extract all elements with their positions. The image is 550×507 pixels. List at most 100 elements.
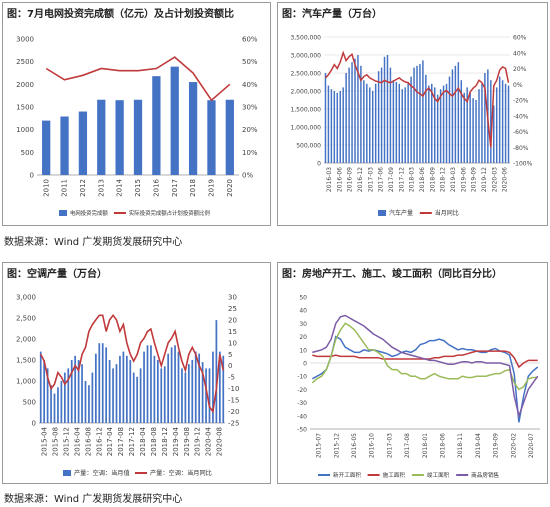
bar: [387, 55, 388, 163]
legend-label: 汽车产量: [389, 209, 413, 217]
x-tick-label: 2018-06: [439, 433, 446, 458]
bar: [372, 91, 373, 163]
bar: [354, 59, 355, 163]
bar: [334, 91, 335, 163]
y2-tick-label: 0%: [242, 172, 253, 180]
bar: [95, 354, 97, 423]
auto-production-chart: 0 500,000 1,000,000 1,500,000 2,000,000 2,500…: [278, 3, 549, 227]
bar: [216, 320, 218, 423]
y-tick-label: 0: [32, 420, 36, 428]
bar: [150, 345, 152, 423]
x-tick-label: 2016-12: [357, 167, 364, 192]
x-tick-label: 2017: [171, 179, 179, 197]
y2-tick-label: 60%: [513, 35, 527, 42]
bar: [404, 87, 405, 163]
y2-tick-label: -40%: [513, 113, 529, 120]
legend-label: 电网投资完成额: [70, 209, 108, 217]
y-tick-label: 3,500,000: [290, 35, 321, 42]
bar: [102, 343, 104, 423]
bar: [428, 86, 429, 163]
y-tick-label: 500: [23, 399, 36, 407]
x-tick-label: 2015-12: [62, 427, 70, 456]
bar: [369, 87, 370, 163]
bar: [154, 356, 156, 423]
y-tick-label: 2,500: [16, 315, 36, 323]
bar: [345, 73, 346, 163]
x-tick-label: 2013: [97, 179, 105, 197]
bar: [464, 93, 465, 163]
legend-label: 施工面积: [383, 471, 406, 479]
bar: [446, 84, 447, 163]
bar: [493, 105, 494, 163]
x-tick-label: 2018-04: [139, 426, 147, 456]
auto-production-panel: 图：汽车产量（万台） 0 500,000 1,000,000 1,500,000 2,0…: [277, 2, 548, 226]
bar: [109, 360, 111, 423]
bar: [207, 100, 215, 175]
legend-label: 商品房销售: [471, 471, 499, 479]
bar: [351, 62, 352, 163]
bar: [440, 89, 441, 163]
y-tick-label: 500: [21, 149, 34, 157]
bar: [143, 352, 145, 423]
bar: [366, 84, 367, 163]
bar: [413, 68, 414, 163]
y-tick-label: 3,000,000: [290, 53, 321, 60]
legend-label: 新开工面积: [333, 471, 361, 479]
bar: [133, 373, 135, 423]
bar: [105, 347, 107, 423]
bar: [481, 84, 482, 163]
x-tick-label: 2019-08: [183, 427, 191, 456]
x-tick-label: 2019-09: [471, 167, 478, 192]
bar: [431, 84, 432, 163]
bar: [134, 100, 142, 175]
bar: [437, 95, 438, 163]
y-tick-label: 3000: [16, 36, 34, 44]
bar: [331, 89, 332, 163]
bar: [160, 368, 162, 423]
bar: [98, 343, 100, 423]
y2-tick-label: -100%: [513, 161, 533, 168]
bar: [140, 368, 142, 423]
y2-tick-label: 50%: [242, 58, 258, 66]
bar: [425, 75, 426, 163]
x-tick-label: 2012: [79, 179, 87, 197]
bar: [81, 364, 83, 423]
bar: [455, 66, 456, 163]
legend-swatch: [378, 210, 386, 216]
bar: [378, 71, 379, 163]
x-tick-label: 2016-05: [351, 433, 358, 458]
bar: [342, 87, 343, 163]
bar: [167, 354, 169, 423]
y-tick-label: 40: [299, 308, 307, 315]
y-tick-label: 2,000,000: [290, 89, 321, 96]
bar: [43, 360, 45, 423]
bar: [50, 385, 52, 423]
bar: [449, 77, 450, 163]
x-tick-label: 2011: [61, 179, 69, 197]
y-tick-label: 1,000,000: [290, 125, 321, 132]
y-tick-label: -50: [297, 427, 307, 434]
legend-label: 竣工面积: [427, 471, 450, 479]
grid-investment-panel: 图：7月电网投资完成额（亿元）及占计划投资额比 0 500 1000 1500 2000…: [2, 2, 271, 226]
bar: [384, 57, 385, 163]
bar: [399, 84, 400, 163]
bar: [505, 84, 506, 163]
bar: [152, 76, 160, 175]
y-tick-label: 2,000: [16, 336, 36, 344]
bar: [375, 84, 376, 163]
x-tick-label: 2016-03: [326, 167, 333, 192]
y2-tick-label: 5: [228, 351, 232, 359]
x-tick-label: 2016-06: [336, 167, 343, 192]
bar: [116, 100, 124, 175]
bar: [147, 345, 149, 423]
y2-tick-label: -80%: [513, 145, 529, 152]
y2-tick-label: -60%: [513, 129, 529, 136]
y2-tick-label: 25: [228, 305, 237, 313]
y-tick-label: 10: [299, 347, 307, 354]
y-tick-label: 50: [299, 295, 307, 302]
x-tick-label: 2018-12: [161, 427, 169, 456]
x-tick-label: 2014: [116, 178, 124, 196]
bar: [188, 364, 190, 423]
x-tick-label: 2017-03: [367, 167, 374, 192]
bar: [40, 352, 42, 423]
